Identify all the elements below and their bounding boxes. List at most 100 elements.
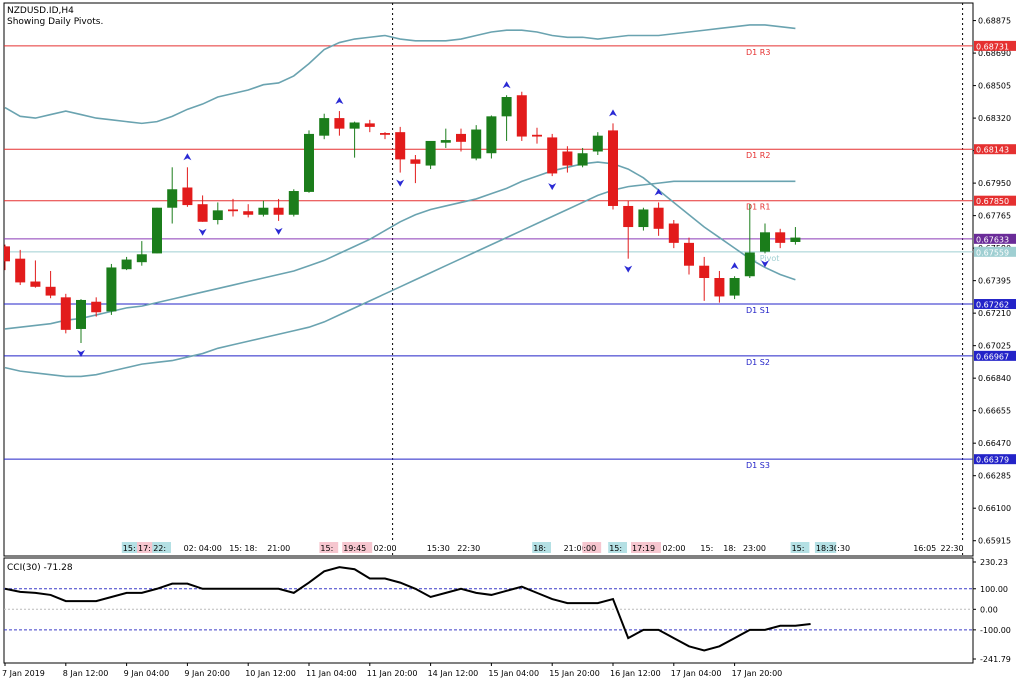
session-tag — [372, 542, 403, 553]
candle — [532, 127, 542, 144]
candle — [562, 146, 573, 173]
candle — [410, 155, 421, 184]
candle — [319, 113, 330, 140]
cci-line — [4, 566, 811, 652]
candle-body — [668, 223, 679, 243]
pivot-price-label: 0.68731 — [976, 42, 1009, 51]
candle-body — [380, 133, 390, 135]
time-tick-label: 11 Jan 20:00 — [367, 669, 418, 678]
candle-body — [547, 137, 558, 174]
candle-body — [638, 209, 649, 228]
session-tag-label: 15:30 — [427, 544, 450, 553]
candle-body — [532, 134, 542, 137]
candle-body — [623, 205, 634, 228]
price-tick-label: 0.67025 — [978, 342, 1011, 351]
session-tag-label: :00 — [583, 544, 596, 553]
session-tag-label: 02:00 — [374, 544, 397, 553]
session-tag — [228, 542, 247, 553]
candle-body — [608, 130, 618, 206]
session-tag — [661, 542, 692, 553]
candle — [212, 202, 223, 225]
candle — [714, 270, 725, 303]
time-tick-label: 14 Jan 12:00 — [428, 669, 479, 678]
session-tag — [152, 542, 171, 553]
fractal-up-icon — [730, 262, 739, 270]
candle — [684, 237, 694, 275]
candle-body — [106, 267, 117, 312]
time-tick-label: 16 Jan 12:00 — [610, 669, 661, 678]
candle — [653, 202, 664, 236]
time-tick-label: 15 Jan 20:00 — [549, 669, 600, 678]
pivot-price-box — [974, 144, 1016, 155]
candle-body — [304, 133, 314, 192]
candle-body — [790, 237, 801, 242]
main-plot-frame — [3, 2, 974, 557]
session-tag-label: 18:30 — [816, 544, 839, 553]
pivot-label: D1 R1 — [746, 203, 770, 212]
price-tick-label: 0.67950 — [978, 179, 1011, 188]
time-tick-label: 8 Jan 12:00 — [63, 669, 109, 678]
price-tick-label: 0.68875 — [978, 17, 1011, 26]
cci-tick-label: -100.00 — [980, 626, 1011, 635]
price-tick-label: 0.66470 — [978, 439, 1011, 448]
session-tag-label: 22:30 — [941, 544, 964, 553]
candle — [76, 299, 86, 344]
pivot-price-label: 0.66967 — [976, 352, 1009, 361]
candle-body — [319, 118, 330, 136]
session-tag-label: 04:00 — [199, 544, 222, 553]
session-tag-label: 17:19 — [632, 544, 655, 553]
candle-body — [577, 153, 588, 166]
session-tag — [582, 542, 602, 553]
pivot-price-box — [974, 40, 1016, 51]
candle-body — [471, 129, 482, 159]
candle-body — [364, 123, 375, 127]
session-tag-label: 18: — [723, 544, 736, 553]
price-tick-label: 0.67765 — [978, 212, 1011, 221]
pivot-label: D1 S2 — [746, 358, 770, 367]
bollinger-lower — [4, 180, 796, 378]
candle — [608, 123, 618, 210]
candle — [395, 126, 406, 173]
session-tag-label: 15: — [609, 544, 622, 553]
candle-body — [273, 207, 284, 215]
candle — [258, 200, 269, 217]
time-tick-label: 15 Jan 04:00 — [488, 669, 539, 678]
fractal-down-icon — [77, 350, 85, 358]
candle-body — [729, 278, 740, 296]
session-tag — [722, 542, 741, 553]
pivot-label: D1 Pivot — [746, 254, 779, 263]
session-tag — [912, 542, 943, 553]
pivot-price-label: 0.67850 — [976, 197, 1009, 206]
session-tag-label: 15: — [123, 544, 136, 553]
candle-body — [699, 265, 710, 279]
candle-body — [60, 297, 71, 330]
fractal-up-icon — [183, 153, 192, 161]
candle-body — [334, 118, 345, 129]
price-tick-label: 0.66840 — [978, 374, 1011, 383]
fractal-up-icon — [654, 188, 663, 196]
price-series: D1 R3 D1 R2 D1 R1 D1 Pivot D1 S1 D1 S2 D1 S3 15… — [4, 3, 973, 556]
candle — [273, 198, 284, 221]
candle — [547, 133, 558, 177]
candle — [577, 147, 588, 168]
candle — [349, 121, 360, 158]
price-tick-label: 0.68320 — [978, 114, 1011, 123]
current-price-box — [974, 233, 1016, 244]
session-tag — [137, 542, 156, 553]
candle — [729, 276, 740, 300]
candle-body — [121, 259, 132, 270]
candle — [364, 119, 375, 133]
candle-body — [592, 135, 603, 152]
pivot-label: D1 R3 — [746, 48, 770, 57]
candle-body — [501, 97, 512, 117]
candle-body — [136, 254, 147, 263]
candle — [334, 111, 345, 136]
cci-plot-frame — [3, 557, 974, 664]
session-tag — [319, 542, 339, 553]
candle-body — [45, 286, 56, 296]
candle-body — [775, 232, 786, 243]
session-tag — [182, 542, 202, 553]
pivot-label: D1 R2 — [746, 151, 770, 160]
candle — [638, 207, 649, 231]
fractal-down-icon — [624, 265, 633, 273]
